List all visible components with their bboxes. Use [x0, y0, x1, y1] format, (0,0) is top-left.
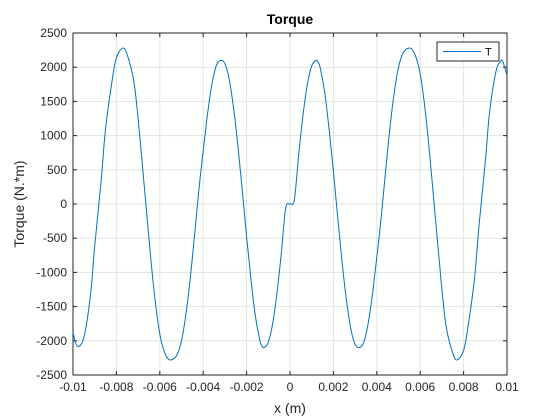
legend-label: T	[485, 47, 492, 59]
chart-title: Torque	[267, 11, 314, 27]
tick-labels: -0.01 -0.008 -0.006 -0.004 -0.002 0 0.002 0.004…	[36, 26, 519, 394]
x-tick-label: -0.01	[59, 380, 87, 394]
y-tick-label: -1500	[36, 300, 67, 314]
x-tick-label: 0.002	[318, 380, 348, 394]
x-tick-label: -0.006	[143, 380, 177, 394]
x-tick-label: -0.004	[186, 380, 220, 394]
x-tick-label: -0.008	[99, 380, 133, 394]
x-tick-label: 0.008	[449, 380, 479, 394]
y-axis-label: Torque (N.*m)	[11, 160, 27, 247]
y-tick-label: -2000	[36, 334, 67, 348]
x-tick-label: -0.002	[230, 380, 264, 394]
y-tick-label: -2500	[36, 368, 67, 382]
y-tick-label: 0	[60, 197, 67, 211]
series-line-t	[72, 47, 508, 361]
y-tick-label: -1000	[36, 265, 67, 279]
ticks	[72, 32, 508, 376]
series-layer	[72, 47, 508, 361]
x-axis-label: x (m)	[274, 400, 306, 416]
y-tick-label: 1500	[40, 94, 67, 108]
x-tick-label: 0.004	[362, 380, 392, 394]
y-tick-label: 500	[47, 163, 67, 177]
y-tick-label: 2000	[40, 60, 67, 74]
x-tick-label: 0.01	[495, 380, 519, 394]
x-tick-label: 0.006	[405, 380, 435, 394]
y-tick-label: 2500	[40, 26, 67, 40]
y-tick-label: 1000	[40, 129, 67, 143]
legend[interactable]: T	[436, 41, 500, 62]
y-tick-label: -500	[43, 231, 67, 245]
x-tick-label: 0	[287, 380, 294, 394]
